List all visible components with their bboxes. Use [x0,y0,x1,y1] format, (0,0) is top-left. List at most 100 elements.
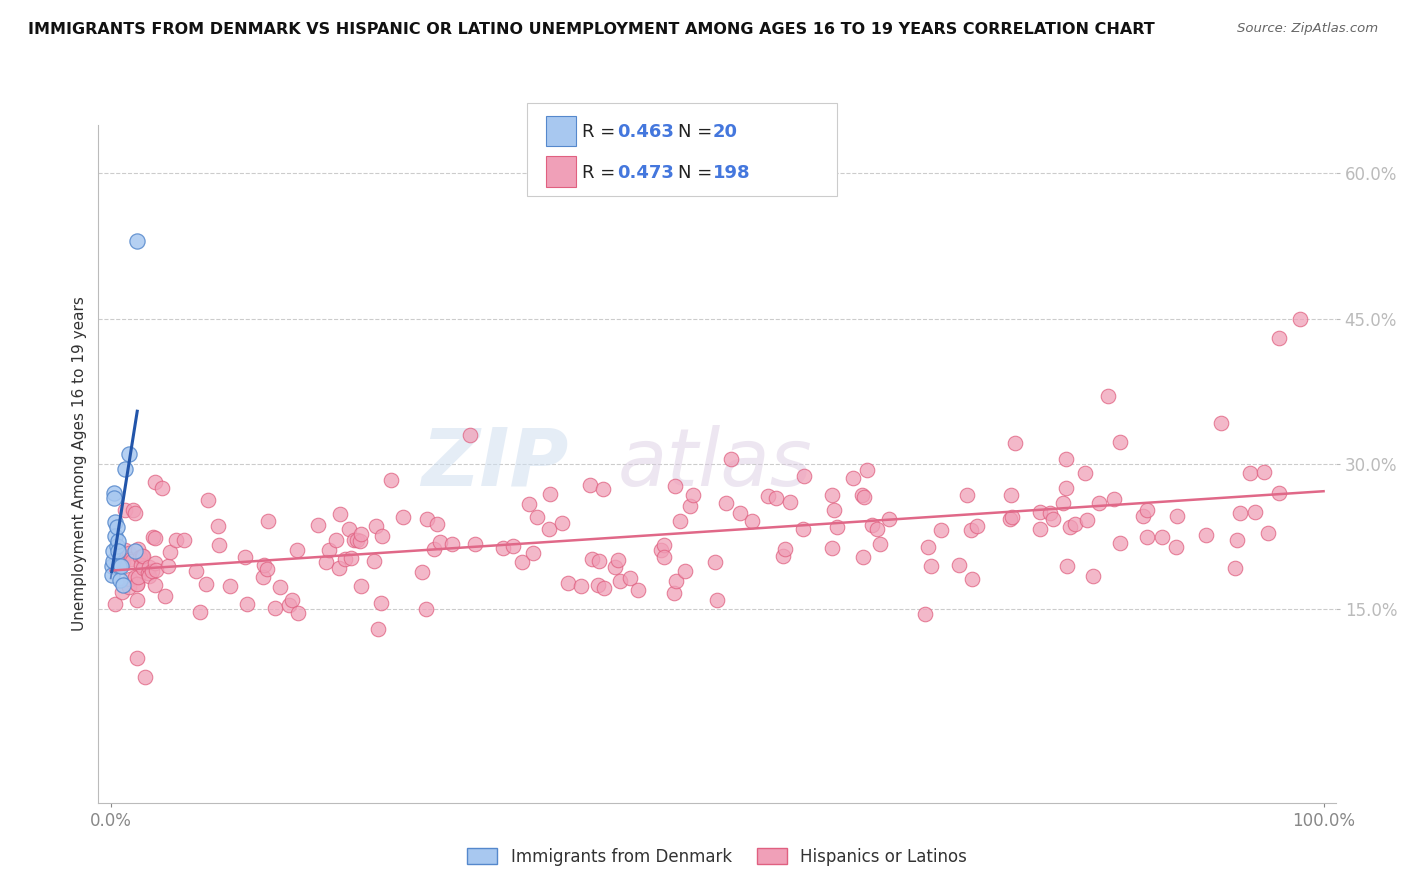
Point [842,471,865,485]
Point [662,585,685,599]
Point [1104,491,1126,506]
Point [914,607,936,621]
Point [110,558,132,573]
Point [1000,488,1022,502]
Point [569,579,592,593]
Point [104,529,127,543]
Point [122,503,145,517]
Point [1059,520,1081,534]
Point [287,606,309,620]
Point [793,468,815,483]
Point [1064,517,1087,532]
Point [652,550,675,565]
Point [860,517,883,532]
Point [207,519,229,533]
Point [195,577,218,591]
Point [111,585,134,599]
Point [367,622,389,636]
Point [132,549,155,564]
Point [792,522,814,536]
Text: R =: R = [582,164,621,182]
Text: 0.473: 0.473 [617,164,673,182]
Point [114,542,136,557]
Point [1052,496,1074,510]
Point [127,570,149,584]
Point [110,573,132,587]
Point [114,461,136,475]
Point [588,554,610,568]
Point [917,540,939,554]
Point [363,554,385,568]
Point [346,533,368,548]
Point [333,551,356,566]
Point [340,551,363,566]
Point [1042,512,1064,526]
Point [143,475,166,489]
Point [186,564,208,578]
Point [673,564,696,578]
Point [619,571,641,585]
Point [318,543,340,558]
Point [370,596,392,610]
Legend: Immigrants from Denmark, Hispanics or Latinos: Immigrants from Denmark, Hispanics or La… [461,841,973,872]
Point [1038,506,1060,520]
Point [103,491,125,505]
Point [960,572,983,586]
Point [1152,530,1174,544]
Point [1253,465,1275,479]
Text: 198: 198 [713,164,751,182]
Point [1136,503,1159,517]
Point [464,537,486,551]
Point [380,473,402,487]
Point [143,556,166,570]
Point [120,572,142,586]
Point [343,533,366,548]
Point [603,560,626,574]
Point [127,234,149,248]
Point [1195,528,1218,542]
Point [252,558,274,573]
Point [173,533,195,547]
Point [141,564,163,578]
Point [1166,509,1188,524]
Point [960,523,983,537]
Point [129,558,152,572]
Point [103,486,125,500]
Point [714,496,737,510]
Point [1056,559,1078,574]
Point [1268,331,1291,345]
Point [609,574,631,588]
Point [538,487,561,501]
Point [956,488,979,502]
Point [131,549,153,564]
Point [998,512,1021,526]
Point [756,489,779,503]
Point [877,512,900,526]
Text: Source: ZipAtlas.com: Source: ZipAtlas.com [1237,22,1378,36]
Point [706,593,728,607]
Point [519,497,541,511]
Point [440,537,463,551]
Point [1257,525,1279,540]
Point [105,539,128,553]
Point [121,554,143,568]
Point [233,550,256,565]
Point [111,578,134,592]
Point [108,558,131,573]
Point [107,544,129,558]
Point [510,555,533,569]
Point [124,544,146,558]
Point [821,488,844,502]
Point [1132,508,1154,523]
Point [138,568,160,582]
Point [1054,482,1077,496]
Point [118,580,141,594]
Point [664,478,686,492]
Point [1164,540,1187,554]
Point [415,602,437,616]
Point [1029,522,1052,536]
Point [415,512,437,526]
Point [948,558,970,573]
Point [132,561,155,575]
Point [1108,536,1130,550]
